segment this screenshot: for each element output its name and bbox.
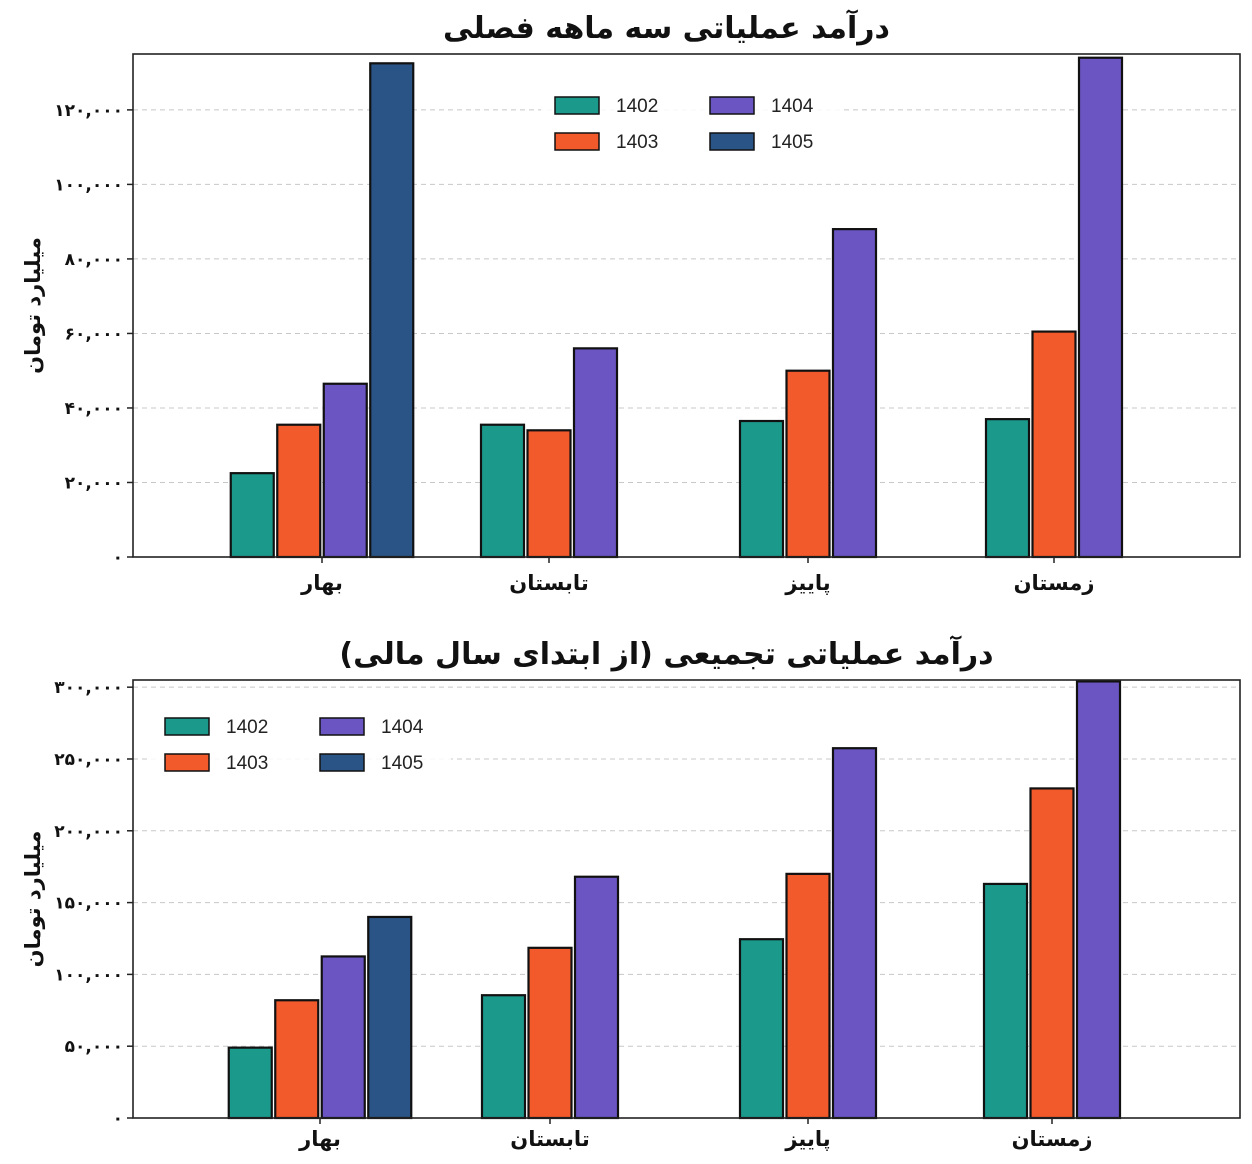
bar-1404-3 bbox=[831, 228, 878, 559]
y-tick-label: ۱۲۰,۰۰۰ bbox=[54, 101, 123, 121]
chart-title: درآمد عملیاتی تجمیعی (از ابتدای سال مالی… bbox=[339, 635, 993, 672]
y-tick-label: ۵۰,۰۰۰ bbox=[65, 1037, 123, 1057]
legend-swatch-1405 bbox=[709, 132, 755, 151]
bar-1404-1 bbox=[322, 382, 368, 559]
category-label: زمستان bbox=[1012, 1127, 1093, 1151]
category-label: زمستان bbox=[1014, 571, 1095, 595]
bar-1403-4 bbox=[1029, 787, 1075, 1120]
legend-swatch-1402 bbox=[554, 96, 600, 115]
y-tick-label: ۱۵۰,۰۰۰ bbox=[54, 894, 123, 914]
legend-label-1404: 1404 bbox=[381, 717, 424, 738]
legend-label-1405: 1405 bbox=[381, 753, 423, 774]
chart-title: درآمد عملیاتی سه ماهه فصلی bbox=[443, 9, 890, 46]
y-tick-label: ۰ bbox=[113, 1109, 123, 1129]
legend-swatch-1402 bbox=[164, 717, 210, 736]
bar-1404-4 bbox=[1075, 680, 1122, 1120]
bar-1404-2 bbox=[572, 347, 619, 559]
category-label: بهار bbox=[298, 1127, 341, 1151]
legend-swatch-1404 bbox=[319, 717, 365, 736]
y-axis-label: میلیارد تومان bbox=[21, 831, 45, 968]
category-label: بهار bbox=[300, 571, 343, 595]
legend-label-1403: 1403 bbox=[226, 753, 268, 774]
bar-1404-2 bbox=[573, 875, 620, 1120]
legend-label-1405: 1405 bbox=[771, 132, 813, 153]
chart-1: درآمد عملیاتی سه ماهه فصلی ۰ ۲۰,۰۰۰ ۴۰,۰۰۰ ۶… bbox=[21, 9, 1241, 595]
bar-1402-4 bbox=[982, 882, 1029, 1120]
bar-1402-1 bbox=[229, 472, 275, 559]
y-axis-label: میلیارد تومان bbox=[21, 237, 45, 374]
legend-swatch-1405 bbox=[319, 753, 365, 772]
legend-label-1404: 1404 bbox=[771, 96, 814, 117]
category-label: پاییز bbox=[784, 1127, 830, 1151]
y-tick-label: ۲۵۰,۰۰۰ bbox=[54, 750, 123, 770]
legend-swatch-1403 bbox=[164, 753, 210, 772]
bar-1403-3 bbox=[785, 872, 831, 1120]
bar-1403-1 bbox=[276, 423, 322, 559]
category-label: تابستان bbox=[510, 1127, 589, 1151]
y-tick-label: ۶۰,۰۰۰ bbox=[65, 324, 123, 344]
legend-label-1402: 1402 bbox=[616, 96, 658, 117]
y-tick-label: ۱۰۰,۰۰۰ bbox=[54, 965, 123, 985]
bar-1402-3 bbox=[738, 419, 785, 559]
category-label: پاییز bbox=[784, 571, 830, 595]
bar-1405-1 bbox=[369, 62, 415, 559]
y-tick-label: ۳۰۰,۰۰۰ bbox=[54, 678, 123, 698]
legend-swatch-1404 bbox=[709, 96, 755, 115]
bar-1404-3 bbox=[831, 747, 878, 1120]
y-tick-label: ۴۰,۰۰۰ bbox=[65, 399, 123, 419]
legend: 1402 1403 1404 1405 bbox=[541, 81, 841, 155]
bar-1403-1 bbox=[274, 999, 320, 1120]
bar-1403-3 bbox=[785, 369, 831, 559]
bar-1403-2 bbox=[526, 429, 572, 559]
legend: 1402 1403 1404 1405 bbox=[151, 702, 451, 776]
bar-1403-4 bbox=[1031, 330, 1077, 559]
chart-2: درآمد عملیاتی تجمیعی (از ابتدای سال مالی… bbox=[21, 635, 1241, 1151]
y-tick-label: ۱۰۰,۰۰۰ bbox=[54, 175, 123, 195]
legend-swatch-1403 bbox=[554, 132, 600, 151]
bar-1403-2 bbox=[527, 946, 573, 1120]
bar-1404-4 bbox=[1077, 56, 1124, 559]
y-tick-label: ۲۰,۰۰۰ bbox=[65, 473, 123, 493]
bar-1405-1 bbox=[367, 915, 413, 1120]
bar-1402-3 bbox=[738, 938, 785, 1120]
bar-1402-4 bbox=[984, 418, 1031, 559]
y-tick-label: ۸۰,۰۰۰ bbox=[65, 250, 123, 270]
category-label: تابستان bbox=[509, 571, 588, 595]
y-tick-label: ۰ bbox=[113, 548, 123, 568]
bar-1404-1 bbox=[320, 955, 366, 1120]
bar-1402-2 bbox=[480, 994, 527, 1120]
legend-label-1402: 1402 bbox=[226, 717, 268, 738]
plot-frame bbox=[132, 679, 1241, 1119]
plot-frame bbox=[132, 53, 1241, 558]
bar-1402-1 bbox=[227, 1046, 273, 1120]
y-tick-label: ۲۰۰,۰۰۰ bbox=[54, 822, 123, 842]
legend-label-1403: 1403 bbox=[616, 132, 658, 153]
bar-1402-2 bbox=[479, 423, 526, 559]
